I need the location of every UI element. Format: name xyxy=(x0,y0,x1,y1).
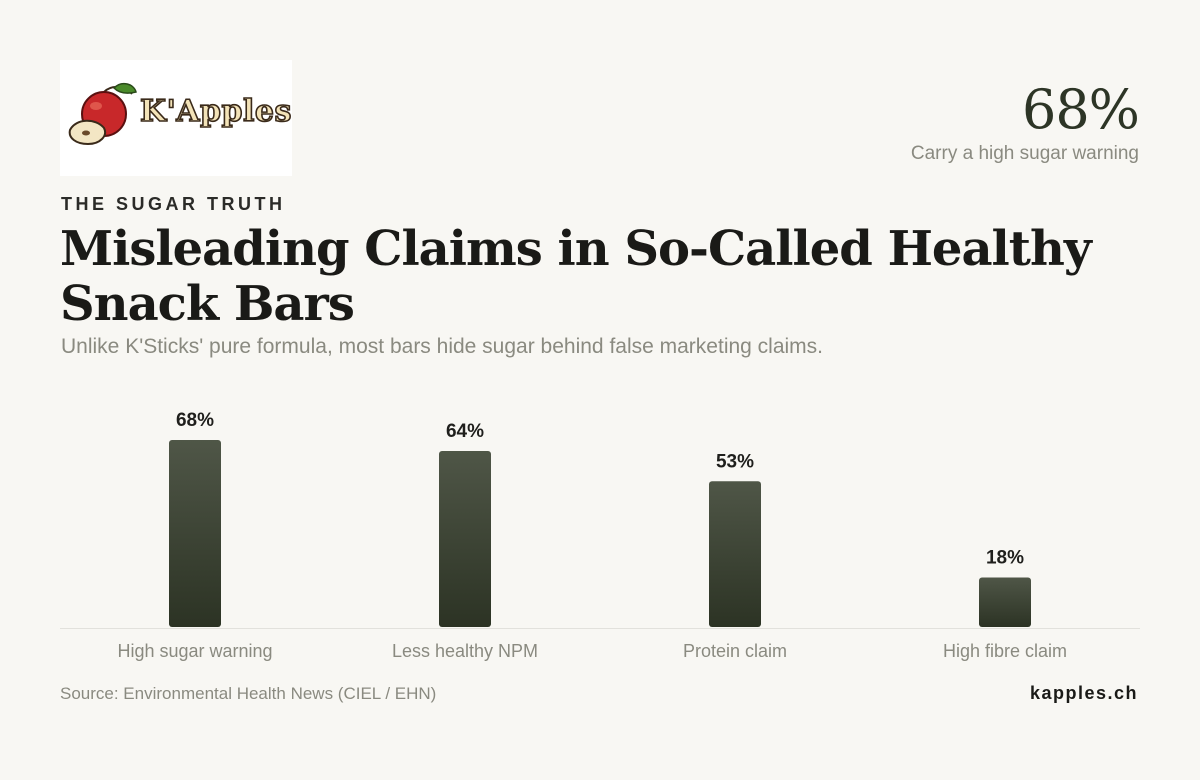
bar-value-label-1: 68% xyxy=(176,410,214,431)
bar-4 xyxy=(979,577,1031,627)
apple-icon xyxy=(68,82,137,146)
bar-value-label-2: 64% xyxy=(446,421,484,442)
category-label-1: High sugar warning xyxy=(117,641,272,661)
highlight-stat-value: 68% xyxy=(1021,78,1140,141)
bar-2 xyxy=(439,451,491,627)
logo-text: K'Apples xyxy=(139,93,292,130)
bar-1 xyxy=(169,440,221,627)
source-note: Source: Environmental Health News (CIEL … xyxy=(60,684,437,703)
eyebrow-label: THE SUGAR TRUTH xyxy=(61,194,286,214)
page-title: Misleading Claims in So-Called Healthy S… xyxy=(60,221,1092,332)
bar-value-label-4: 18% xyxy=(986,548,1024,569)
category-label-4: High fibre claim xyxy=(943,641,1067,661)
category-label-3: Protein claim xyxy=(683,641,787,661)
bar-value-label-3: 53% xyxy=(716,451,754,472)
category-label-2: Less healthy NPM xyxy=(392,641,538,661)
bar-3 xyxy=(709,481,761,627)
page-subtitle: Unlike K'Sticks' pure formula, most bars… xyxy=(61,335,824,358)
site-link[interactable]: kapples.ch xyxy=(1029,683,1138,703)
brand-logo: K'Apples xyxy=(60,60,292,176)
highlight-stat-caption: Carry a high sugar warning xyxy=(910,143,1139,164)
